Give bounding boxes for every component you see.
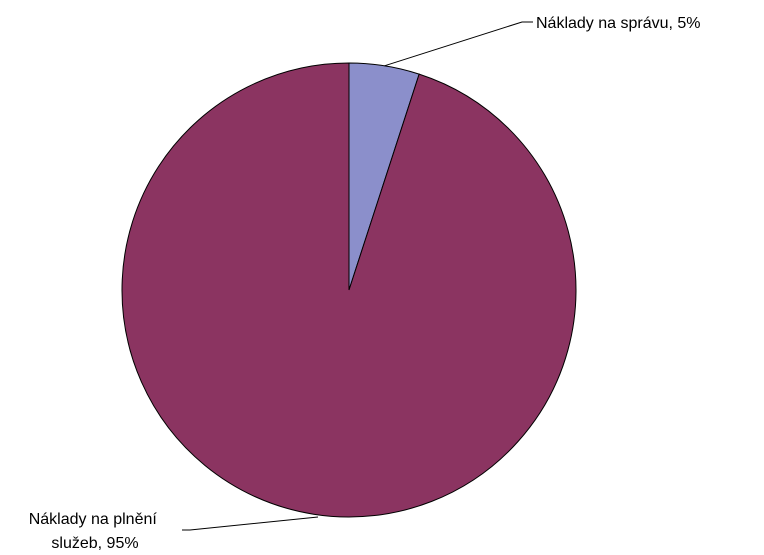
data-label-naklady-na-spravu: Náklady na správu, 5%	[536, 15, 701, 32]
data-label-naklady-na-plneni-sluzeb: Náklady na plnění služeb, 95%	[29, 511, 162, 552]
data-labels: Náklady na správu, 5% Náklady na plnění …	[29, 15, 701, 552]
leader-line-naklady-na-plneni-sluzeb	[182, 516, 319, 531]
pie-slice-naklady-na-plneni-sluzeb	[121, 62, 577, 518]
data-label-naklady-na-plneni-sluzeb-line-2: služeb, 95%	[51, 535, 138, 552]
leader-line-naklady-na-spravu	[384, 21, 533, 67]
data-label-naklady-na-plneni-sluzeb-line-1: Náklady na plnění	[29, 511, 158, 528]
data-label-naklady-na-spravu-line-1: Náklady na správu, 5%	[536, 15, 701, 32]
pie-slices	[121, 62, 577, 518]
